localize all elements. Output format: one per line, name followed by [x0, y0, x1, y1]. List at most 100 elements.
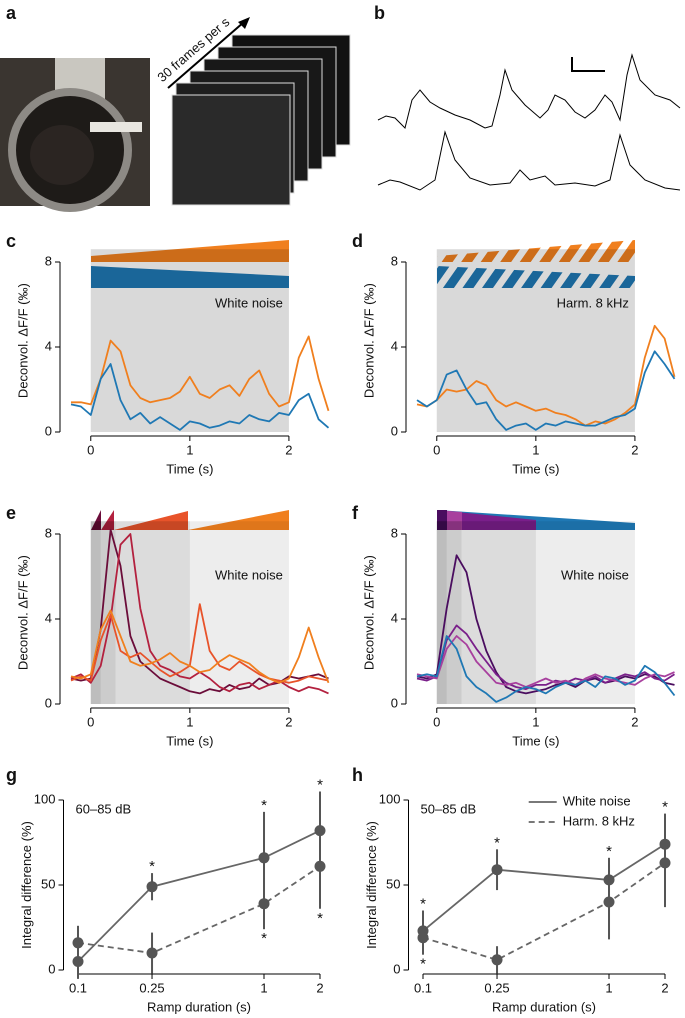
frame-stack: [171, 34, 351, 206]
data-line: [70, 363, 330, 431]
x-tick-label: 0.1: [69, 980, 87, 995]
y-axis-label: Deconvol. ΔF/F (‰): [15, 555, 30, 670]
data-line: [422, 843, 666, 932]
x-tick-label: 0.25: [139, 980, 164, 995]
panel-letter: f: [352, 503, 359, 523]
scale-bar: [571, 57, 605, 72]
x-axis-label: Time (s): [512, 733, 559, 748]
data-point: [659, 857, 671, 869]
y-tick-label: 8: [45, 525, 52, 540]
y-tick-label: 8: [391, 525, 398, 540]
stimulus-icons: [91, 240, 635, 530]
significance: *: [261, 930, 267, 947]
significance: *: [606, 843, 612, 860]
photo: [0, 58, 150, 212]
y-tick-label: 4: [391, 610, 398, 625]
data-point: [258, 852, 270, 864]
annotation: 60–85 dB: [76, 801, 132, 816]
data-point: [314, 860, 326, 872]
data-line: [77, 865, 321, 954]
x-tick-label: 0: [87, 714, 94, 729]
y-tick-label: 50: [386, 876, 400, 891]
x-tick-label: 1: [186, 442, 193, 457]
significance: *: [662, 799, 668, 816]
data-point: [603, 896, 615, 908]
stimulus-shade: [90, 521, 289, 704]
stimulus-shade: [436, 521, 635, 704]
data-line: [70, 528, 329, 695]
panel-letter: c: [6, 231, 16, 251]
x-axis-label: Time (s): [512, 461, 559, 476]
data-line: [416, 635, 676, 703]
data-point: [491, 864, 503, 876]
data-point: [72, 956, 84, 967]
arrow: [167, 21, 245, 89]
stimulus-shade: [90, 521, 190, 704]
significance: *: [420, 956, 426, 973]
x-tick-label: 0.1: [414, 980, 432, 995]
legend-label: White noise: [563, 793, 631, 808]
y-tick-label: 100: [379, 791, 401, 806]
data-line: [416, 624, 675, 690]
stimulus-shade: [436, 249, 635, 432]
data-point: [491, 954, 503, 966]
y-axis-label: Integral difference (%): [19, 821, 34, 949]
x-axis-label: Time (s): [166, 733, 213, 748]
legend-label: Harm. 8 kHz: [563, 813, 635, 828]
y-axis-label: Deconvol. ΔF/F (‰): [15, 283, 30, 398]
stimulus-shade: [436, 521, 447, 704]
y-tick-label: 0: [393, 961, 400, 976]
trace: [377, 53, 681, 129]
chart: 0 4 8 0 1 2 Time (s) Deconvol. ΔF/F (‰) f White n…: [352, 503, 676, 748]
panel-letter: g: [6, 765, 17, 785]
x-tick-label: 2: [631, 442, 638, 457]
chart: 0 4 8 0 1 2 Time (s) Deconvol. ΔF/F (‰) e White n…: [6, 503, 330, 748]
x-tick-label: 2: [285, 714, 292, 729]
y-axis-label: Integral difference (%): [364, 821, 379, 949]
x-tick-label: 0: [433, 442, 440, 457]
chart: 0 4 8 0 1 2 Time (s) Deconvol. ΔF/F (‰) c White n…: [6, 231, 330, 476]
x-tick-label: 2: [631, 714, 638, 729]
chart: 0 50 100 0.1 0.25 1 2 Ramp duration (s) Integral…: [352, 765, 671, 1014]
significance: *: [261, 797, 267, 814]
x-tick-label: 0: [87, 442, 94, 457]
panel-letter: h: [352, 765, 363, 785]
data-point: [417, 932, 429, 944]
panel-letter: b: [374, 3, 385, 23]
data-line: [77, 829, 321, 963]
x-axis-label: Ramp duration (s): [147, 999, 251, 1014]
x-tick-label: 0: [433, 714, 440, 729]
y-tick-label: 100: [34, 791, 56, 806]
significance: *: [420, 895, 426, 912]
x-tick-label: 2: [285, 442, 292, 457]
annotation: White noise: [215, 567, 283, 582]
data-point: [258, 898, 270, 910]
x-tick-label: 1: [532, 714, 539, 729]
x-tick-label: 2: [316, 980, 323, 995]
stimulus-shade: [90, 521, 101, 704]
panel-letter: d: [352, 231, 363, 251]
data-line: [71, 335, 330, 412]
data-line: [416, 324, 676, 427]
stimulus-shade: [90, 249, 289, 432]
data-line: [416, 635, 675, 688]
significance: *: [317, 776, 323, 793]
stimulus-shade: [436, 521, 536, 704]
data-line: [416, 554, 675, 695]
y-tick-label: 0: [45, 695, 52, 710]
data-line: [70, 603, 329, 684]
panel-letter: a: [6, 3, 17, 23]
data-point: [146, 881, 158, 893]
significance: *: [149, 858, 155, 875]
y-tick-label: 8: [45, 253, 52, 268]
trace: [377, 130, 681, 191]
annotation: Harm. 8 kHz: [557, 295, 629, 310]
x-tick-label: 1: [260, 980, 267, 995]
panel-letter: e: [6, 503, 16, 523]
annotation: 50–85 dB: [421, 801, 477, 816]
x-tick-label: 1: [605, 980, 612, 995]
y-tick-label: 4: [45, 338, 52, 353]
x-tick-label: 2: [661, 980, 668, 995]
chart: 0 4 8 0 1 2 Time (s) Deconvol. ΔF/F (‰) d Harm. 8…: [352, 231, 676, 476]
